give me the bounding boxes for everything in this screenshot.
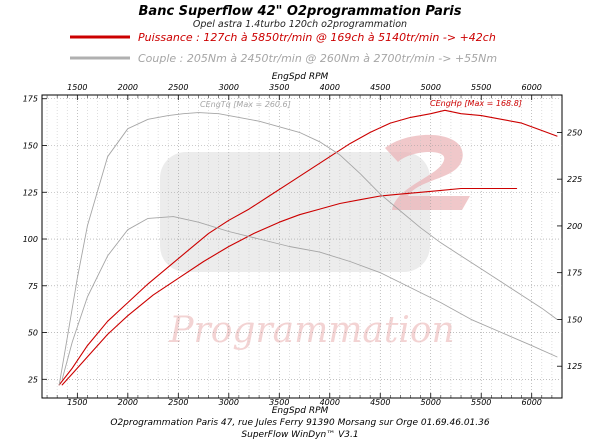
series-line-2 bbox=[61, 216, 558, 380]
x-tick-label-top: 6000 bbox=[522, 83, 542, 92]
x-tick-label-bottom: 1500 bbox=[67, 398, 87, 407]
y-left-tick-label: 125 bbox=[23, 188, 38, 197]
y-right-tick-label: 175 bbox=[567, 269, 582, 278]
y-left-tick-label: 75 bbox=[28, 282, 38, 291]
series-line-1 bbox=[58, 109, 558, 386]
watermark-text: Programmation bbox=[168, 310, 454, 351]
chart-title: Banc Superflow 42" O2programmation Paris bbox=[139, 4, 462, 19]
x-tick-label-top: 1500 bbox=[67, 83, 87, 92]
y-right-tick-label: 125 bbox=[567, 362, 582, 371]
x-axis-title-top: EngSpd RPM bbox=[272, 72, 329, 82]
x-tick-label-bottom: 5500 bbox=[471, 398, 491, 407]
y-right-tick-label: 250 bbox=[567, 128, 582, 137]
series-line-3 bbox=[58, 112, 558, 386]
annotation-power-max: CEngHp [Max = 168.8] bbox=[430, 99, 522, 108]
y-left-tick-label: 50 bbox=[28, 329, 38, 338]
x-tick-label-bottom: 4000 bbox=[320, 398, 340, 407]
series-line-0 bbox=[61, 187, 518, 386]
x-axis-title-bottom: EngSpd RPM bbox=[272, 406, 329, 416]
y-right-tick-label: 200 bbox=[567, 222, 582, 231]
annotation-torque-max: CEngTq [Max = 260.6] bbox=[200, 100, 291, 109]
logo-number-icon bbox=[385, 134, 470, 210]
x-tick-label-top: 4000 bbox=[320, 83, 340, 92]
x-tick-label-top: 3500 bbox=[269, 83, 289, 92]
y-left-tick-label: 25 bbox=[28, 375, 38, 384]
x-tick-label-bottom: 4500 bbox=[370, 398, 390, 407]
watermark-logo bbox=[160, 134, 470, 272]
x-tick-label-bottom: 2000 bbox=[118, 398, 138, 407]
x-tick-label-bottom: 6000 bbox=[522, 398, 542, 407]
x-tick-label-top: 2500 bbox=[168, 83, 188, 92]
x-tick-label-top: 4500 bbox=[370, 83, 390, 92]
x-tick-label-top: 2000 bbox=[118, 83, 138, 92]
legend-label-power: Puissance : 127ch à 5850tr/min @ 169ch à… bbox=[138, 31, 496, 44]
footer-software: SuperFlow WinDyn™ V3.1 bbox=[241, 430, 358, 440]
y-right-tick-label: 150 bbox=[567, 315, 582, 324]
x-tick-label-bottom: 3500 bbox=[269, 398, 289, 407]
x-tick-label-bottom: 5000 bbox=[421, 398, 441, 407]
y-right-tick-label: 225 bbox=[567, 175, 582, 184]
x-tick-label-top: 5500 bbox=[471, 83, 491, 92]
chart-subtitle: Opel astra 1.4turbo 120ch o2programmatio… bbox=[193, 19, 407, 30]
y-left-tick-label: 175 bbox=[23, 95, 38, 104]
y-left-tick-label: 150 bbox=[23, 142, 38, 151]
x-tick-label-bottom: 2500 bbox=[168, 398, 188, 407]
legend-label-torque: Couple : 205Nm à 2450tr/min @ 260Nm à 27… bbox=[138, 52, 497, 65]
x-tick-label-bottom: 3000 bbox=[219, 398, 239, 407]
y-left-tick-label: 100 bbox=[23, 235, 38, 244]
x-tick-label-top: 5000 bbox=[421, 83, 441, 92]
x-tick-label-top: 3000 bbox=[219, 83, 239, 92]
footer-address: O2programmation Paris 47, rue Jules Ferr… bbox=[110, 418, 489, 428]
